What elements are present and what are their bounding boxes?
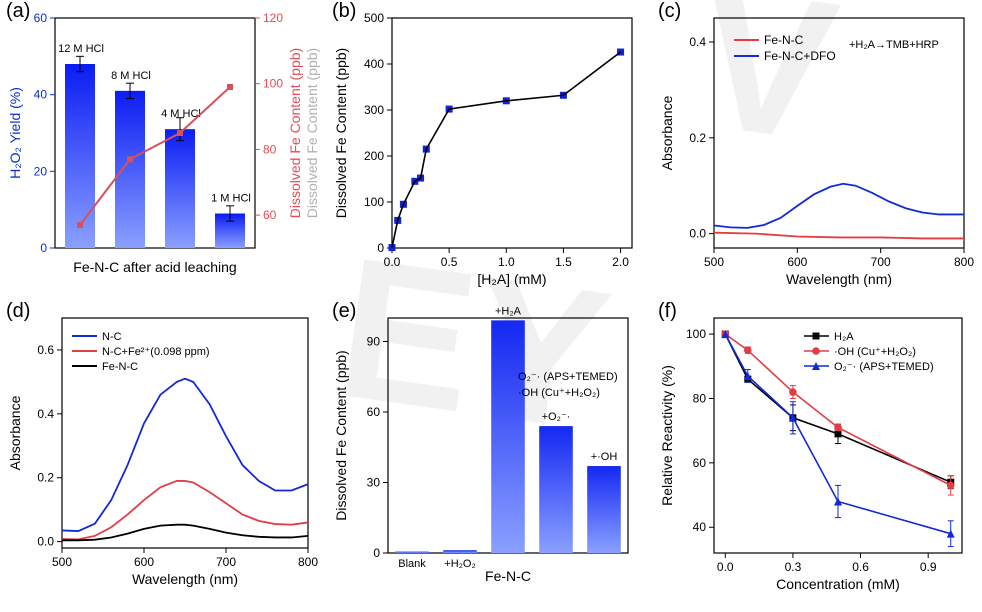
svg-text:Absorbance: Absorbance	[7, 395, 23, 470]
svg-text:0.0: 0.0	[689, 227, 706, 241]
svg-text:Dissolved Fe Content (ppb): Dissolved Fe Content (ppb)	[333, 48, 349, 218]
panel-f: (f) 4060801000.00.30.60.9Relative Reacti…	[652, 300, 982, 607]
panel-e-chart: 0 30 60 90 Dissolved Fe Content (ppb) Fe-N-C B…	[326, 300, 652, 607]
svg-text:700: 700	[216, 555, 236, 569]
svg-text:100: 100	[263, 77, 283, 91]
svg-text:30: 30	[367, 476, 381, 490]
svg-text:+O₂⁻·: +O₂⁻·	[542, 411, 571, 423]
svg-text:0.2: 0.2	[37, 471, 54, 485]
svg-text:Relative Reactivity (%): Relative Reactivity (%)	[659, 365, 675, 506]
svg-text:0.2: 0.2	[689, 131, 706, 145]
svg-text:Blank: Blank	[398, 558, 426, 570]
panel-b-chart: 0 100 200 300 400 500 0.0 0.5 1.0 1.5 2.0 Dissolved…	[326, 0, 652, 300]
svg-text:500: 500	[52, 555, 72, 569]
svg-text:40: 40	[34, 88, 48, 102]
svg-text:600: 600	[787, 255, 807, 269]
svg-text:Dissolved Fe Content (ppb): Dissolved Fe Content (ppb)	[333, 350, 349, 520]
svg-text:Wavelength (nm): Wavelength (nm)	[786, 271, 892, 287]
svg-text:0.4: 0.4	[689, 35, 706, 49]
svg-text:Absorbance: Absorbance	[659, 95, 675, 170]
svg-text:O₂⁻· (APS+TEMED): O₂⁻· (APS+TEMED)	[518, 371, 618, 383]
svg-text:600: 600	[134, 555, 154, 569]
panel-d: (d) 0.00.20.40.6500600700800AbsorbanceWa…	[0, 300, 326, 607]
figure-grid: (a) 0204060H₂O₂ Yield (%)6080100120Disso…	[0, 0, 982, 607]
svg-text:+H₂A: +H₂A	[495, 305, 522, 317]
svg-text:+·OH: +·OH	[591, 451, 618, 463]
panel-d-chart: 0.0 0.2 0.4 0.6 500 600 700 800 Absorbance Wavele…	[0, 300, 326, 607]
svg-text:0.6: 0.6	[852, 560, 869, 574]
svg-text:1 M HCl: 1 M HCl	[211, 193, 251, 205]
svg-text:200: 200	[364, 149, 384, 163]
svg-text:500: 500	[704, 255, 724, 269]
svg-text:0.3: 0.3	[785, 560, 802, 574]
svg-text:Concentration (mM): Concentration (mM)	[776, 576, 900, 592]
svg-text:1.5: 1.5	[555, 255, 572, 269]
svg-text:20: 20	[34, 164, 48, 178]
svg-text:Fe-N-C+DFO: Fe-N-C+DFO	[764, 49, 836, 63]
svg-text:·OH (Cu⁺+H₂O₂): ·OH (Cu⁺+H₂O₂)	[834, 346, 916, 358]
svg-text:700: 700	[871, 255, 891, 269]
svg-text:60: 60	[263, 208, 277, 222]
svg-text:0: 0	[377, 241, 384, 255]
svg-text:90: 90	[367, 335, 381, 349]
panel-b: (b) 01002003004005000.00.51.01.52.0Disso…	[326, 0, 652, 300]
svg-text:120: 120	[263, 11, 283, 25]
svg-text:0.0: 0.0	[384, 255, 401, 269]
svg-text:H₂O₂ Yield (%): H₂O₂ Yield (%)	[7, 87, 23, 179]
panel-c: (c) 0.00.20.4500600700800AbsorbanceWavel…	[652, 0, 982, 300]
svg-text:80: 80	[263, 142, 277, 156]
svg-text:0.4: 0.4	[37, 407, 54, 421]
svg-text:100: 100	[686, 327, 706, 341]
svg-text:Fe-N-C: Fe-N-C	[764, 33, 804, 47]
svg-text:Dissolved Fe Content (ppb): Dissolved Fe Content (ppb)	[304, 48, 320, 218]
svg-text:100: 100	[364, 195, 384, 209]
svg-text:1.0: 1.0	[498, 255, 515, 269]
svg-text:40: 40	[693, 520, 707, 534]
svg-text:O₂⁻· (APS+TEMED): O₂⁻· (APS+TEMED)	[834, 361, 934, 373]
svg-text:N-C+Fe²⁺(0.098 ppm): N-C+Fe²⁺(0.098 ppm)	[102, 346, 210, 358]
svg-text:0: 0	[40, 241, 47, 255]
svg-text:60: 60	[693, 456, 707, 470]
panel-e: (e) 0306090Dissolved Fe Content (ppb)Fe-…	[326, 300, 652, 607]
panel-f-chart: 40 60 80 100 0.0 0.3 0.6 0.9 Relative Reactivity…	[652, 300, 982, 607]
svg-text:N-C: N-C	[102, 331, 122, 343]
svg-text:800: 800	[298, 555, 318, 569]
svg-text:400: 400	[364, 57, 384, 71]
svg-text:Fe-N-C: Fe-N-C	[102, 361, 138, 373]
svg-text:+H₂O₂: +H₂O₂	[444, 558, 475, 570]
svg-text:[H₂A] (mM): [H₂A] (mM)	[477, 271, 546, 287]
panel-a: (a) 0204060H₂O₂ Yield (%)6080100120Disso…	[0, 0, 326, 300]
svg-text:0.6: 0.6	[37, 343, 54, 357]
svg-text:0.9: 0.9	[920, 560, 937, 574]
svg-text:12 M HCl: 12 M HCl	[58, 43, 104, 55]
panel-c-chart: 0.0 0.2 0.4 500 600 700 800 Absorbance Wavelengt…	[652, 0, 982, 300]
svg-text:0: 0	[373, 546, 380, 560]
svg-text:Fe-N-C after acid leaching: Fe-N-C after acid leaching	[73, 259, 236, 275]
svg-text:800: 800	[954, 255, 974, 269]
svg-text:Wavelength (nm): Wavelength (nm)	[132, 571, 238, 587]
panel-a-chart: 0 20 40 60 H₂O₂ Yield (%) 60 80 100 120 Dissolved…	[0, 0, 326, 300]
svg-text:60: 60	[367, 405, 381, 419]
svg-text:300: 300	[364, 103, 384, 117]
svg-text:0.5: 0.5	[441, 255, 458, 269]
svg-text:H₂A: H₂A	[834, 331, 854, 343]
svg-text:+H₂A→TMB+HRP: +H₂A→TMB+HRP	[849, 39, 939, 51]
svg-text:80: 80	[693, 391, 707, 405]
svg-text:60: 60	[34, 11, 48, 25]
svg-text:·OH (Cu⁺+H₂O₂): ·OH (Cu⁺+H₂O₂)	[518, 387, 600, 399]
svg-text:0.0: 0.0	[717, 560, 734, 574]
svg-text:Fe-N-C: Fe-N-C	[485, 568, 531, 584]
svg-text:0.0: 0.0	[37, 535, 54, 549]
svg-text:8 M HCl: 8 M HCl	[111, 70, 151, 82]
svg-text:Dissolved Fe Content (ppb): Dissolved Fe Content (ppb)	[287, 48, 303, 218]
svg-text:2.0: 2.0	[612, 255, 629, 269]
svg-text:500: 500	[364, 11, 384, 25]
